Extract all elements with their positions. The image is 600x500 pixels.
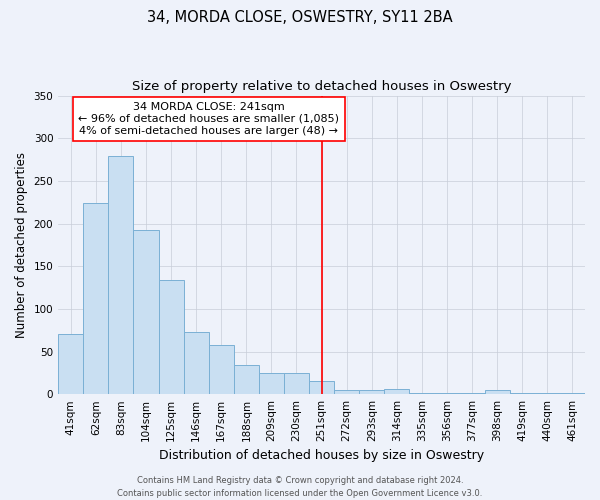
Bar xyxy=(309,382,334,394)
Text: 34, MORDA CLOSE, OSWESTRY, SY11 2BA: 34, MORDA CLOSE, OSWESTRY, SY11 2BA xyxy=(147,10,453,25)
X-axis label: Distribution of detached houses by size in Oswestry: Distribution of detached houses by size … xyxy=(159,450,484,462)
Bar xyxy=(133,230,158,394)
Bar xyxy=(234,365,259,394)
Bar xyxy=(209,344,234,394)
Bar xyxy=(385,389,409,394)
Bar xyxy=(259,373,284,394)
Bar xyxy=(109,156,133,394)
Text: 34 MORDA CLOSE: 241sqm
← 96% of detached houses are smaller (1,085)
4% of semi-d: 34 MORDA CLOSE: 241sqm ← 96% of detached… xyxy=(78,102,339,136)
Bar xyxy=(83,203,109,394)
Title: Size of property relative to detached houses in Oswestry: Size of property relative to detached ho… xyxy=(132,80,511,93)
Bar xyxy=(158,280,184,394)
Bar xyxy=(485,390,510,394)
Bar xyxy=(284,373,309,394)
Y-axis label: Number of detached properties: Number of detached properties xyxy=(15,152,28,338)
Bar xyxy=(184,332,209,394)
Bar xyxy=(58,334,83,394)
Bar xyxy=(359,390,385,394)
Text: Contains HM Land Registry data © Crown copyright and database right 2024.
Contai: Contains HM Land Registry data © Crown c… xyxy=(118,476,482,498)
Bar xyxy=(334,390,359,394)
